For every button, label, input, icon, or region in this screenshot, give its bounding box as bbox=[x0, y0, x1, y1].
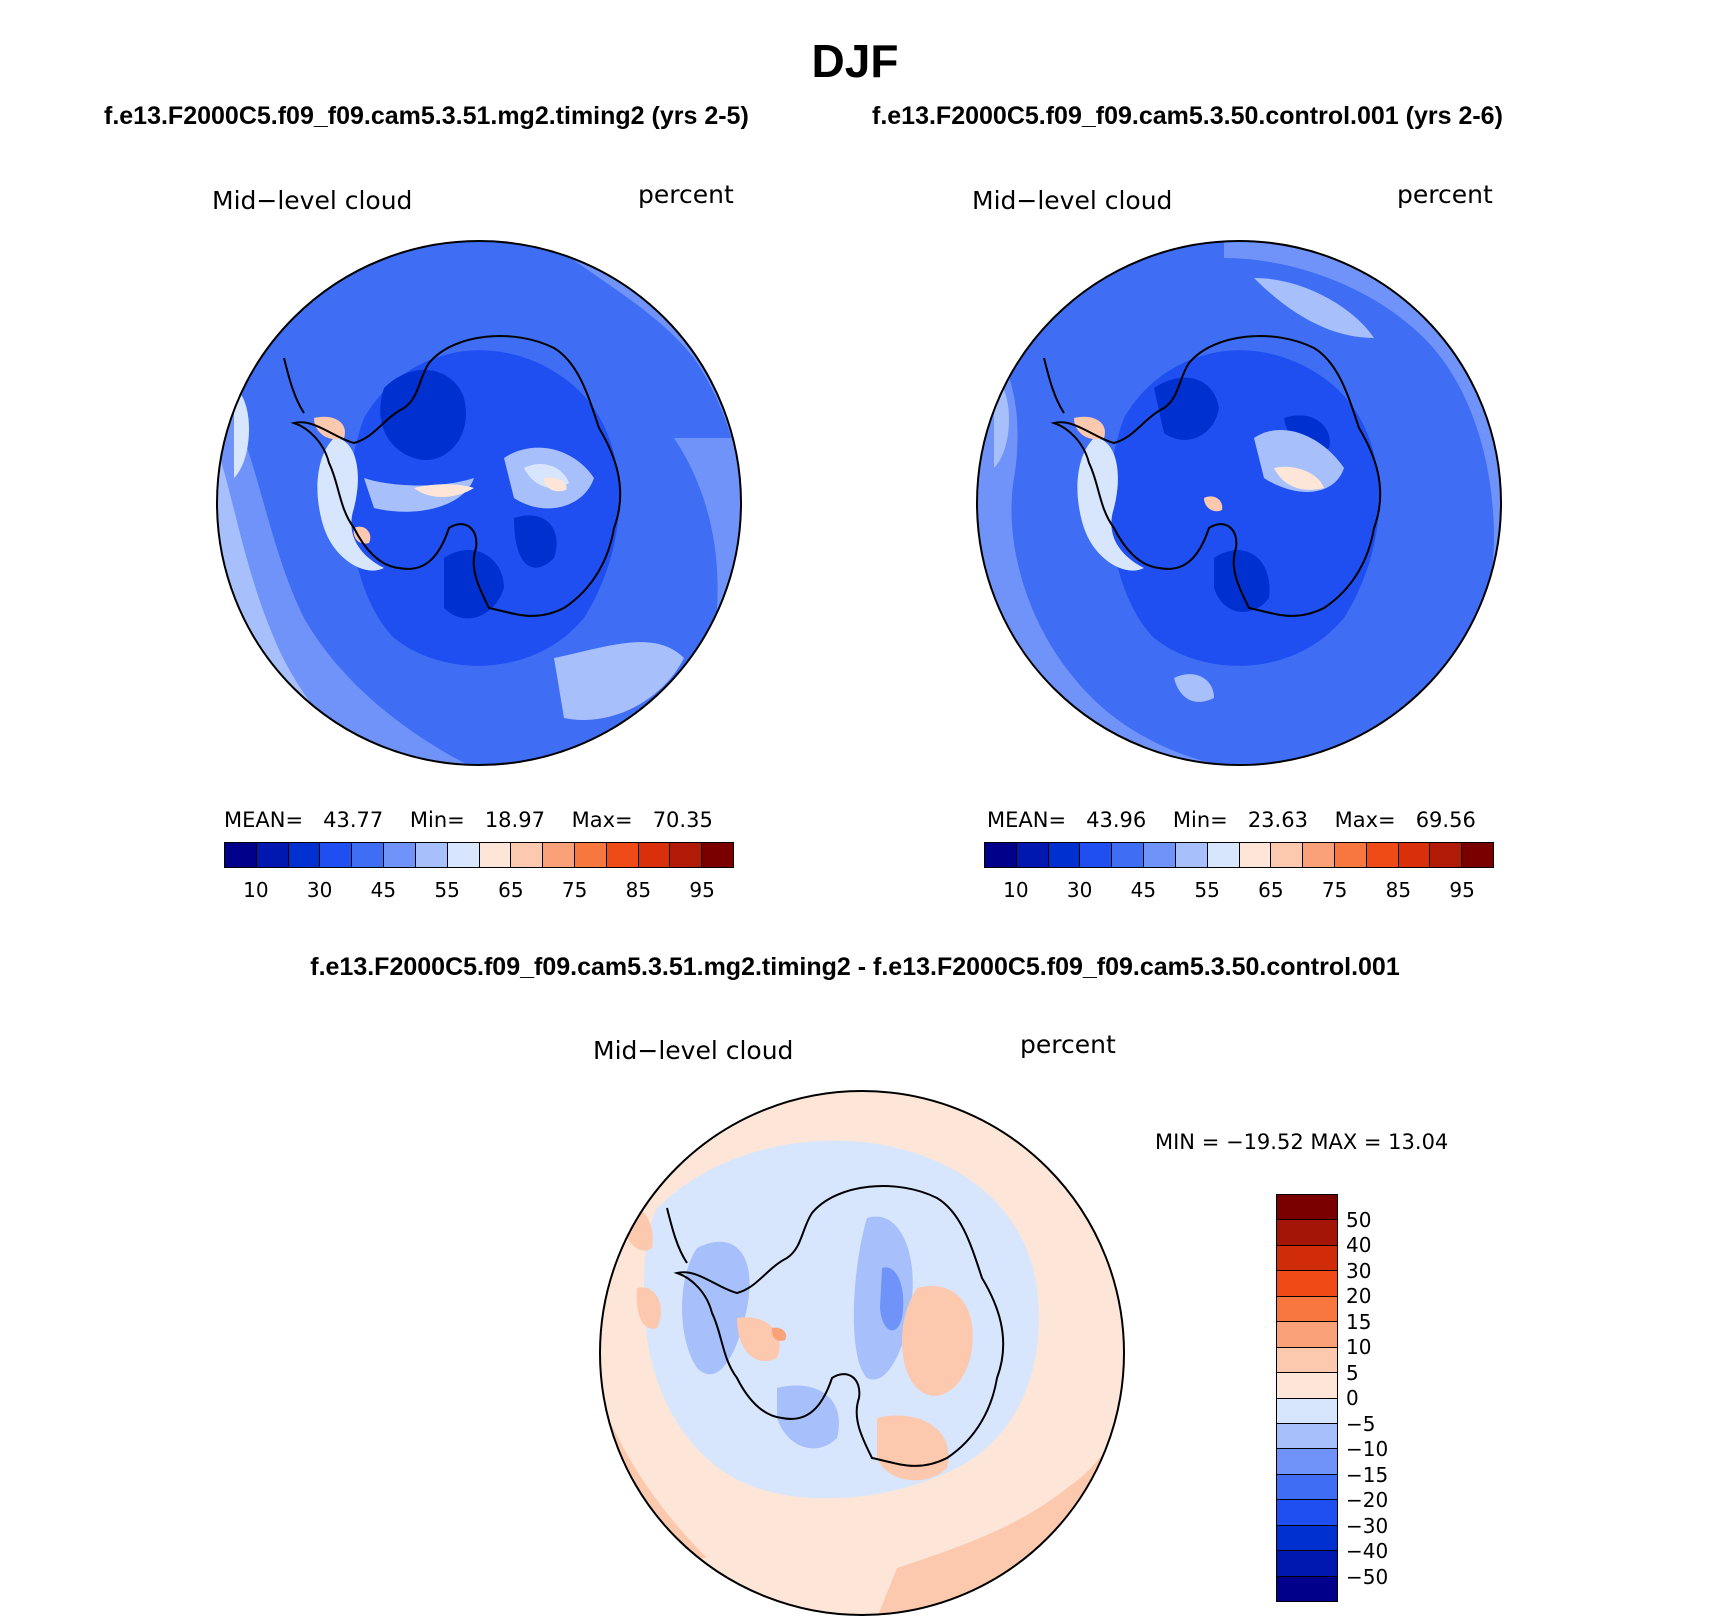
colorbar-swatch bbox=[1048, 843, 1081, 867]
colorbar-tick-label: −30 bbox=[1346, 1513, 1389, 1538]
panel-1-subtitle: f.e13.F2000C5.f09_f09.cam5.3.51.mg2.timi… bbox=[104, 102, 749, 130]
colorbar-tick-label: 50 bbox=[1346, 1207, 1372, 1232]
panel-3-subtitle: f.e13.F2000C5.f09_f09.cam5.3.51.mg2.timi… bbox=[310, 953, 1400, 981]
colorbar-swatch bbox=[1277, 1195, 1337, 1221]
panel-1-stats: MEAN= 43.77 Min= 18.97 Max= 70.35 bbox=[224, 808, 713, 832]
colorbar-swatch bbox=[1277, 1373, 1337, 1399]
colorbar-swatch bbox=[1462, 843, 1493, 867]
colorbar-tick-label: 45 bbox=[370, 878, 397, 902]
panel-3-units-label: percent bbox=[1020, 1030, 1116, 1059]
colorbar-swatch bbox=[1334, 843, 1367, 867]
panel-3-variable-label: Mid−level cloud bbox=[593, 1036, 794, 1065]
colorbar-tick-label: 30 bbox=[1066, 878, 1093, 902]
colorbar-swatch bbox=[1398, 843, 1431, 867]
colorbar-tick-label: 30 bbox=[1346, 1258, 1372, 1283]
colorbar-tick-label: 20 bbox=[1346, 1284, 1372, 1308]
colorbar-swatch bbox=[702, 843, 733, 867]
colorbar-swatch bbox=[1303, 843, 1335, 867]
colorbar-swatch bbox=[320, 843, 353, 867]
colorbar-tick-label: −5 bbox=[1346, 1411, 1376, 1436]
colorbar-swatch bbox=[1175, 843, 1208, 867]
colorbar-tick-label: −10 bbox=[1346, 1437, 1389, 1461]
colorbar-tick-label: 30 bbox=[306, 878, 333, 902]
colorbar-swatch bbox=[225, 843, 257, 867]
panel-3-colorbar bbox=[1276, 1194, 1338, 1602]
colorbar-swatch bbox=[1112, 843, 1145, 867]
colorbar-swatch bbox=[1277, 1500, 1337, 1526]
colorbar-swatch bbox=[606, 843, 639, 867]
colorbar-swatch bbox=[1277, 1449, 1337, 1475]
page-title: DJF bbox=[811, 35, 899, 87]
colorbar-swatch bbox=[670, 843, 703, 867]
colorbar-tick-label: 45 bbox=[1130, 878, 1157, 902]
colorbar-swatch bbox=[288, 843, 321, 867]
colorbar-swatch bbox=[1366, 843, 1399, 867]
colorbar-swatch bbox=[1277, 1576, 1337, 1601]
panel-1-units-label: percent bbox=[638, 180, 734, 209]
colorbar-swatch bbox=[1277, 1398, 1337, 1424]
colorbar-tick-label: 55 bbox=[1194, 878, 1220, 902]
colorbar-tick-label: 10 bbox=[1346, 1335, 1372, 1359]
colorbar-tick-label: 75 bbox=[1321, 878, 1348, 902]
panel-2-variable-label: Mid−level cloud bbox=[972, 186, 1173, 215]
colorbar-swatch bbox=[1207, 843, 1240, 867]
colorbar-tick-label: 95 bbox=[689, 878, 715, 902]
colorbar-swatch bbox=[511, 843, 544, 867]
colorbar-swatch bbox=[384, 843, 416, 867]
colorbar-swatch bbox=[1277, 1296, 1337, 1323]
colorbar-swatch bbox=[1144, 843, 1176, 867]
colorbar-tick-label: −50 bbox=[1346, 1564, 1389, 1589]
colorbar-swatch bbox=[985, 843, 1017, 867]
colorbar-tick-label: −40 bbox=[1346, 1539, 1389, 1563]
panel-2-units-label: percent bbox=[1397, 180, 1493, 209]
colorbar-tick-label: 15 bbox=[1346, 1309, 1372, 1334]
colorbar-swatch bbox=[1080, 843, 1113, 867]
colorbar-swatch bbox=[352, 843, 385, 867]
colorbar-tick-label: 85 bbox=[1385, 878, 1412, 902]
colorbar-swatch bbox=[415, 843, 448, 867]
colorbar-tick-label: 10 bbox=[1003, 878, 1029, 902]
colorbar-swatch bbox=[1271, 843, 1304, 867]
colorbar-tick-label: 10 bbox=[243, 878, 269, 902]
colorbar-tick-label: 75 bbox=[561, 878, 588, 902]
colorbar-swatch bbox=[543, 843, 575, 867]
colorbar-swatch bbox=[1277, 1220, 1337, 1246]
colorbar-tick-label: −20 bbox=[1346, 1488, 1389, 1512]
colorbar-swatch bbox=[1016, 843, 1049, 867]
panel-1-map bbox=[216, 240, 742, 766]
colorbar-tick-label: 85 bbox=[625, 878, 652, 902]
colorbar-swatch bbox=[574, 843, 607, 867]
panel-1-colorbar bbox=[224, 842, 734, 868]
colorbar-tick-label: −15 bbox=[1346, 1462, 1389, 1487]
panel-2-map bbox=[976, 240, 1502, 766]
colorbar-tick-label: 65 bbox=[1258, 878, 1284, 902]
colorbar-swatch bbox=[1277, 1271, 1337, 1297]
panel-2-colorbar bbox=[984, 842, 1494, 868]
colorbar-swatch bbox=[1430, 843, 1463, 867]
colorbar-swatch bbox=[1277, 1322, 1337, 1348]
panel-1-variable-label: Mid−level cloud bbox=[212, 186, 413, 215]
colorbar-swatch bbox=[1277, 1245, 1337, 1272]
panel-3-stats: MIN = −19.52 MAX = 13.04 bbox=[1155, 1130, 1449, 1154]
colorbar-tick-label: 65 bbox=[498, 878, 524, 902]
colorbar-swatch bbox=[638, 843, 671, 867]
colorbar-tick-label: 5 bbox=[1346, 1360, 1359, 1385]
panel-2-stats: MEAN= 43.96 Min= 23.63 Max= 69.56 bbox=[987, 808, 1476, 832]
colorbar-swatch bbox=[447, 843, 480, 867]
panel-3-map bbox=[599, 1090, 1125, 1616]
colorbar-swatch bbox=[479, 843, 512, 867]
colorbar-tick-label: 0 bbox=[1346, 1386, 1359, 1410]
colorbar-swatch bbox=[1277, 1551, 1337, 1577]
colorbar-swatch bbox=[1277, 1474, 1337, 1501]
colorbar-tick-label: 55 bbox=[434, 878, 460, 902]
colorbar-swatch bbox=[1277, 1525, 1337, 1552]
colorbar-tick-label: 40 bbox=[1346, 1233, 1372, 1257]
panel-2-subtitle: f.e13.F2000C5.f09_f09.cam5.3.50.control.… bbox=[872, 102, 1503, 130]
colorbar-swatch bbox=[1277, 1423, 1337, 1450]
colorbar-swatch bbox=[1239, 843, 1272, 867]
colorbar-swatch bbox=[256, 843, 289, 867]
colorbar-swatch bbox=[1277, 1347, 1337, 1374]
coastline-1 bbox=[290, 335, 622, 617]
colorbar-tick-label: 95 bbox=[1449, 878, 1475, 902]
